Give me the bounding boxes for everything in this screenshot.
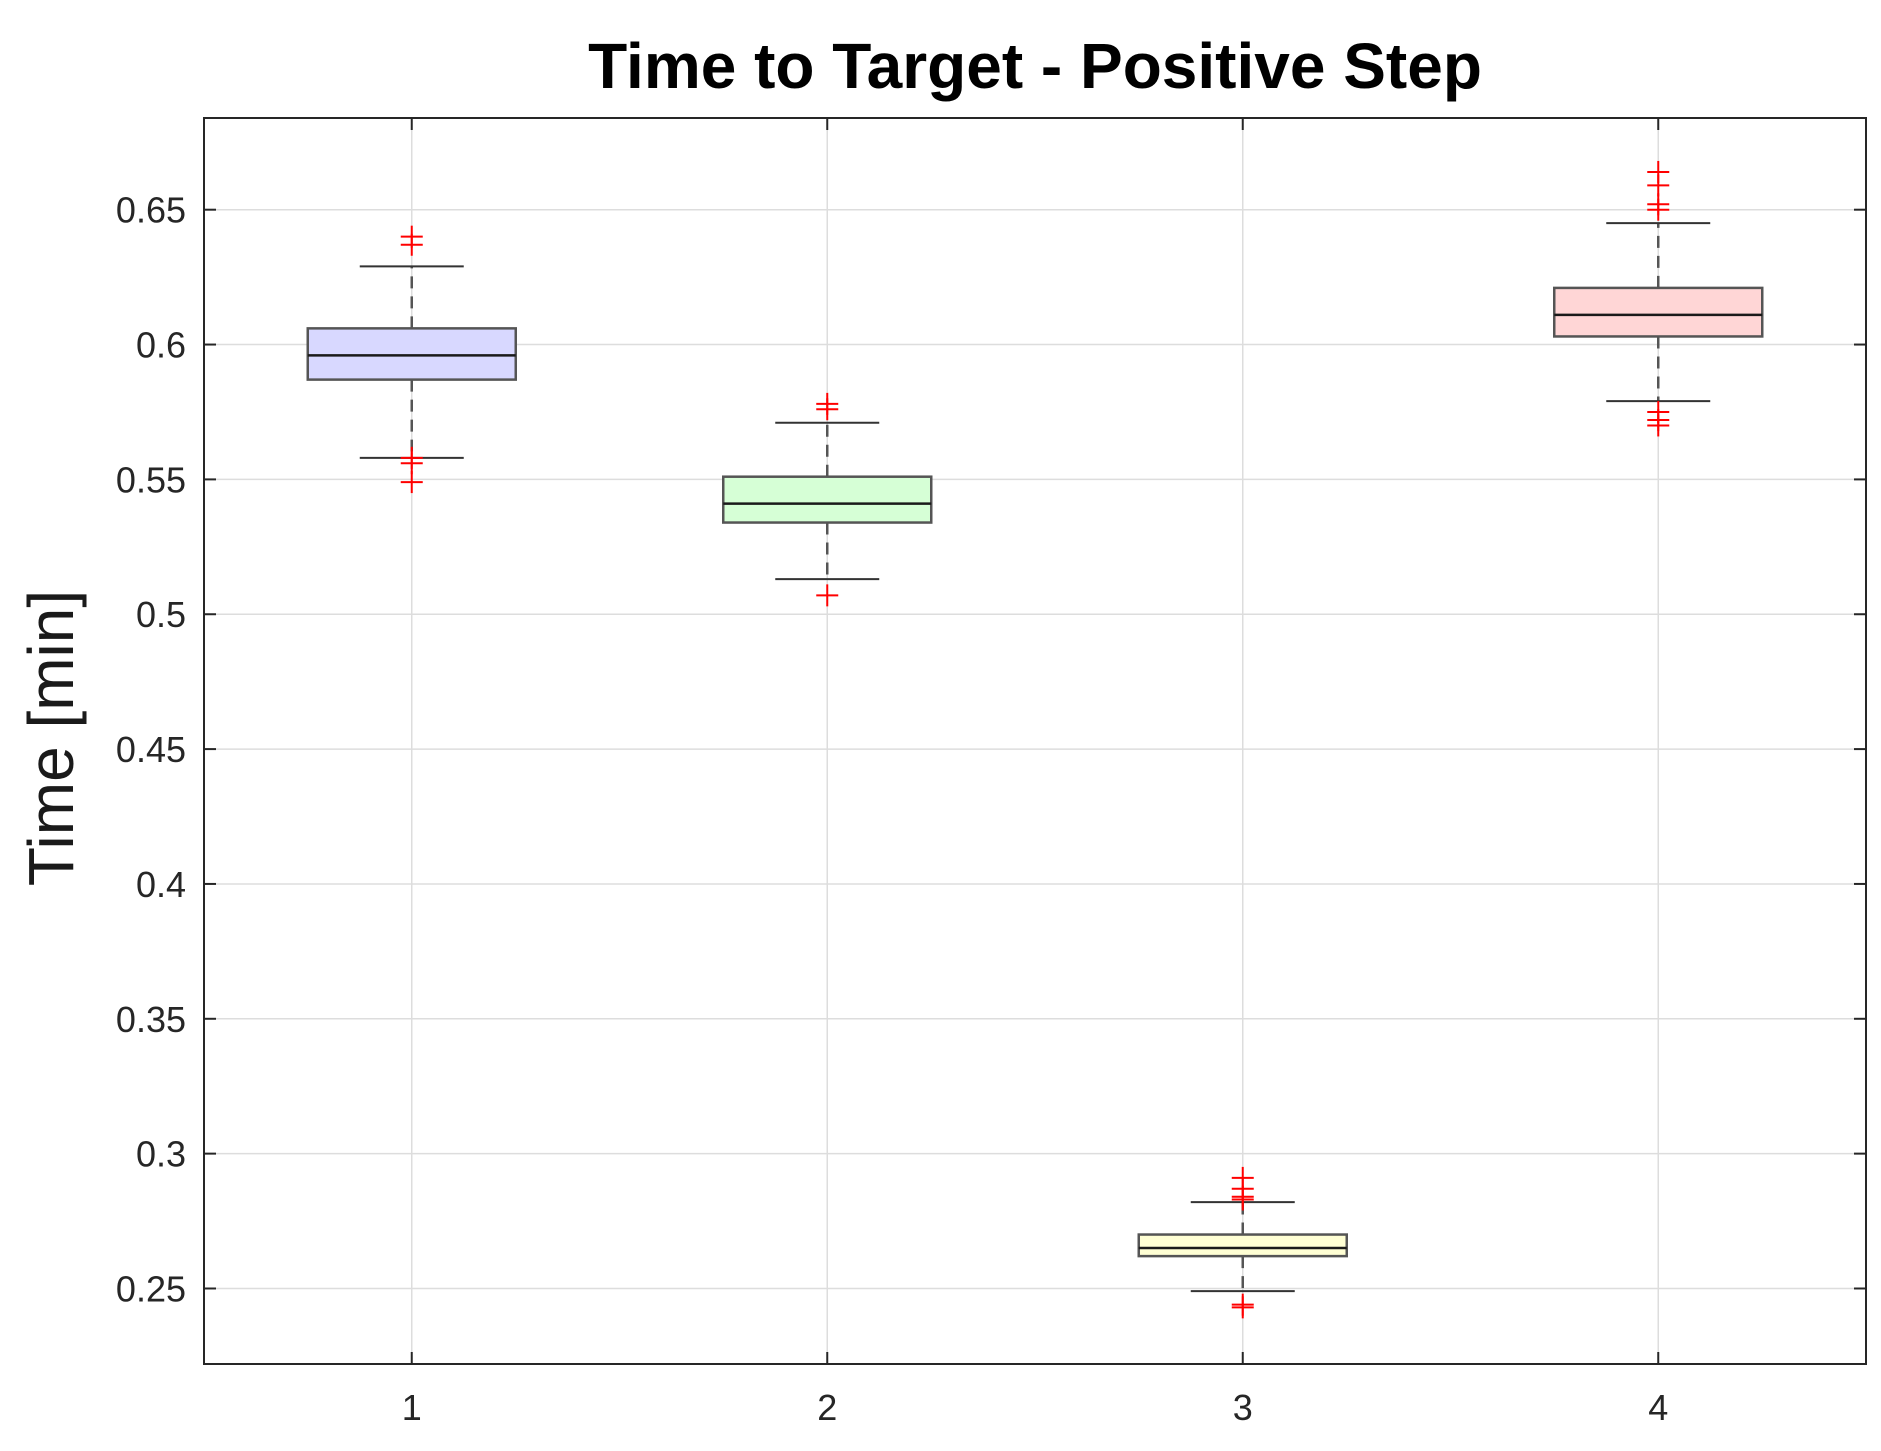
- x-tick-label: 1: [402, 1387, 422, 1428]
- y-tick-label: 0.55: [116, 459, 186, 500]
- y-axis-label: Time [min]: [15, 590, 87, 886]
- y-tick-label: 0.45: [116, 729, 186, 770]
- outlier-marker: [400, 233, 423, 256]
- box-group-4: [1553, 160, 1764, 437]
- box-iqr: [1137, 1233, 1348, 1258]
- chart-title: Time to Target - Positive Step: [588, 30, 1482, 102]
- outlier-marker: [1231, 1188, 1254, 1211]
- outlier-marker: [400, 471, 423, 494]
- box-group-2: [722, 392, 933, 607]
- box-iqr: [306, 327, 517, 381]
- y-tick-label: 0.35: [116, 999, 186, 1040]
- outlier-marker: [1647, 174, 1670, 197]
- plot-frame: [203, 117, 1867, 1365]
- outlier-marker: [816, 398, 839, 421]
- outlier-marker: [1647, 414, 1670, 437]
- box-iqr: [722, 475, 933, 524]
- y-tick-label: 0.5: [136, 594, 186, 635]
- box-group-1: [306, 225, 517, 494]
- y-tick-label: 0.6: [136, 325, 186, 366]
- box-series: [306, 160, 1764, 1319]
- grid-lines: [204, 118, 1866, 1364]
- outlier-marker: [816, 584, 839, 607]
- box-group-3: [1137, 1166, 1348, 1319]
- axis-ticks: 0.25 0.3 0.35 0.4 0.45 0.5 0.55 0.6 0.65 1 2 3 4: [116, 118, 1866, 1428]
- y-tick-label: 0.65: [116, 190, 186, 231]
- y-tick-label: 0.4: [136, 864, 186, 905]
- x-tick-label: 2: [817, 1387, 837, 1428]
- outlier-marker: [1647, 198, 1670, 221]
- x-tick-label: 3: [1233, 1387, 1253, 1428]
- outlier-marker: [1231, 1296, 1254, 1319]
- box-iqr: [1553, 286, 1764, 338]
- y-tick-label: 0.25: [116, 1268, 186, 1309]
- y-tick-label: 0.3: [136, 1134, 186, 1175]
- outlier-marker: [400, 452, 423, 475]
- x-tick-label: 4: [1648, 1387, 1668, 1428]
